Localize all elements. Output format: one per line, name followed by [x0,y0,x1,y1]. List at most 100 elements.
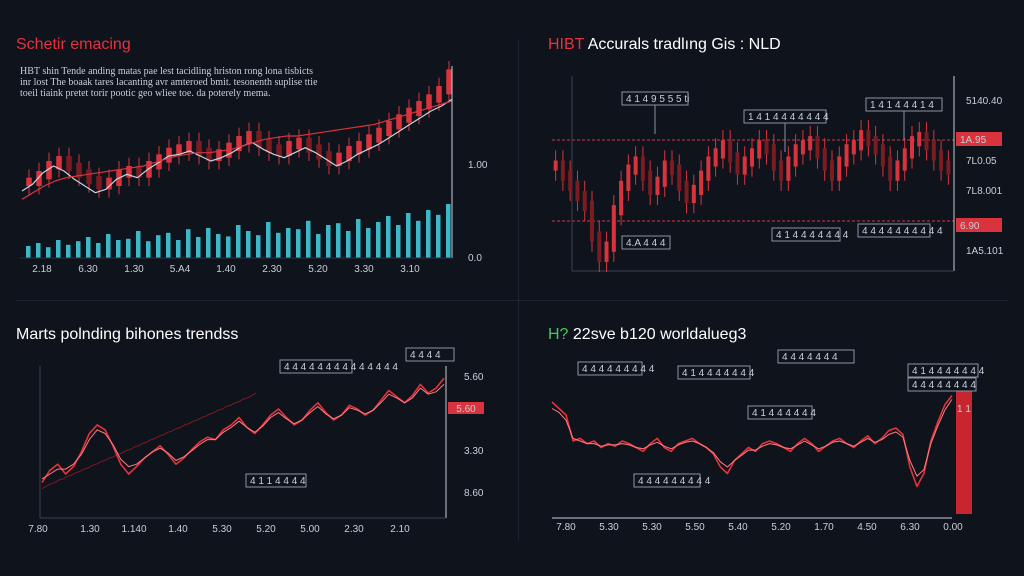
candle [822,148,827,171]
volume-bar [196,237,201,258]
candle [946,160,951,175]
y-tick-label: 0.0 [468,253,482,264]
candle [764,140,769,155]
annotation-label: 4 4 4 4 4 4 4 4 4 [638,476,711,487]
volume-bar [116,240,121,258]
x-tick-label: 2.30 [262,264,282,275]
chart-title: H? 22sve b120 worldalueg3 [548,326,746,344]
y-tick-label: 5.60 [464,372,484,383]
highlight-bar [956,386,972,514]
trend-line [21,100,453,200]
candle [436,86,442,103]
annotation-label: 4 4 4 4 4 4 4 4 4 4 4 4 4 4 [284,362,398,373]
candle [626,164,631,191]
volume-bar [426,210,431,258]
candle [910,136,914,159]
candle [837,156,842,181]
candle [86,169,92,185]
candle [276,144,282,156]
x-tick-label: 1.30 [124,264,144,275]
candle [735,152,740,175]
candle [306,137,312,153]
volume-bar [216,234,221,258]
volume-bar [156,235,161,258]
volume-bar [306,220,311,258]
volume-bar [276,232,281,258]
candle [136,166,142,178]
candle [771,144,776,171]
price-marker-label: 1A.95 [960,135,987,146]
smoothed-line [41,384,445,480]
x-tick-label: 5.40 [728,522,748,533]
candle [186,141,192,153]
chart-title: Marts polnding bihones trendss [16,326,239,343]
candle [706,156,711,181]
candle [446,69,452,95]
price-line [551,395,953,488]
x-tick-label: 5.20 [771,522,791,533]
volume-bar [186,229,191,258]
volume-bar [316,234,321,258]
x-tick-label: 7.80 [28,524,48,535]
candle [575,180,580,202]
candle [336,152,342,166]
annotation-label-box [279,359,353,374]
candle [713,148,718,167]
annotation-label-box [677,365,751,380]
candle [326,151,332,166]
candle [582,190,587,212]
annotation-label: 1 4 1 4 4 4 4 4 4 4 [748,112,829,123]
annotation-label-box [857,223,931,238]
volume-bar [266,222,271,258]
candle [166,147,172,163]
volume-bar [336,223,341,258]
candle [779,160,784,181]
candle [800,140,805,155]
vertical-divider [518,40,519,540]
volume-bar [56,240,61,258]
candle [146,161,152,178]
candle [366,134,372,150]
chart-panel-bottom-right: H? 22sve b120 worldalueg3 1 1 4 4 4 4 4 4… [548,326,1018,541]
volume-bar [396,225,401,258]
candle [126,166,132,178]
candle [902,148,907,171]
candle [757,140,762,159]
candle [96,176,102,190]
price-marker-label: 6.90 [960,221,980,232]
candle [246,131,252,145]
candle [216,149,222,161]
volume-bar [136,231,141,258]
volume-bar [256,235,261,258]
candle [808,136,813,151]
candle [859,130,864,151]
price-marker-label: 5.60 [456,404,476,415]
x-tick-label: 1.40 [216,264,236,275]
annotation-label: 1 4 1 4 4 4 1 4 [870,100,934,111]
annotation-label-box [577,361,643,376]
candle [648,170,653,195]
line-chart: 4 4 4 4 4 4 4 4 4 4 4 4 4 4 4 4 4 4 4 1 1 … [28,347,484,535]
candlestick-chart: 1.00 0.0 2.18 6.30 1.30 5.A4 1.40 2.30 5.20 3.30 3… [20,61,488,275]
y-tick-label: 7L8.001 [966,186,1003,197]
candle [46,161,52,180]
price-marker-box [956,132,1002,146]
candle [677,164,682,191]
x-tick-label: 4.50 [857,522,877,533]
candle [611,205,616,252]
candle [396,114,402,130]
x-tick-label: 3.30 [354,264,374,275]
annotation-label: 4 1 4 9 5 5 5 ti [626,94,689,105]
candle [26,177,32,186]
volume-bar [246,231,251,258]
candle [346,146,352,161]
volume-bar [376,222,381,258]
x-tick-label: 5.30 [212,524,232,535]
line-chart: 1 1 4 4 4 4 4 4 4 4 4 4 1 4 4 4 4 4 4 4 4 4… [551,349,985,533]
candle [66,156,72,171]
x-tick-label: 2.18 [32,264,52,275]
volume-bar [366,228,371,258]
volume-bar [166,232,171,258]
volume-bar [296,229,301,258]
x-tick-label: 1.30 [80,524,100,535]
